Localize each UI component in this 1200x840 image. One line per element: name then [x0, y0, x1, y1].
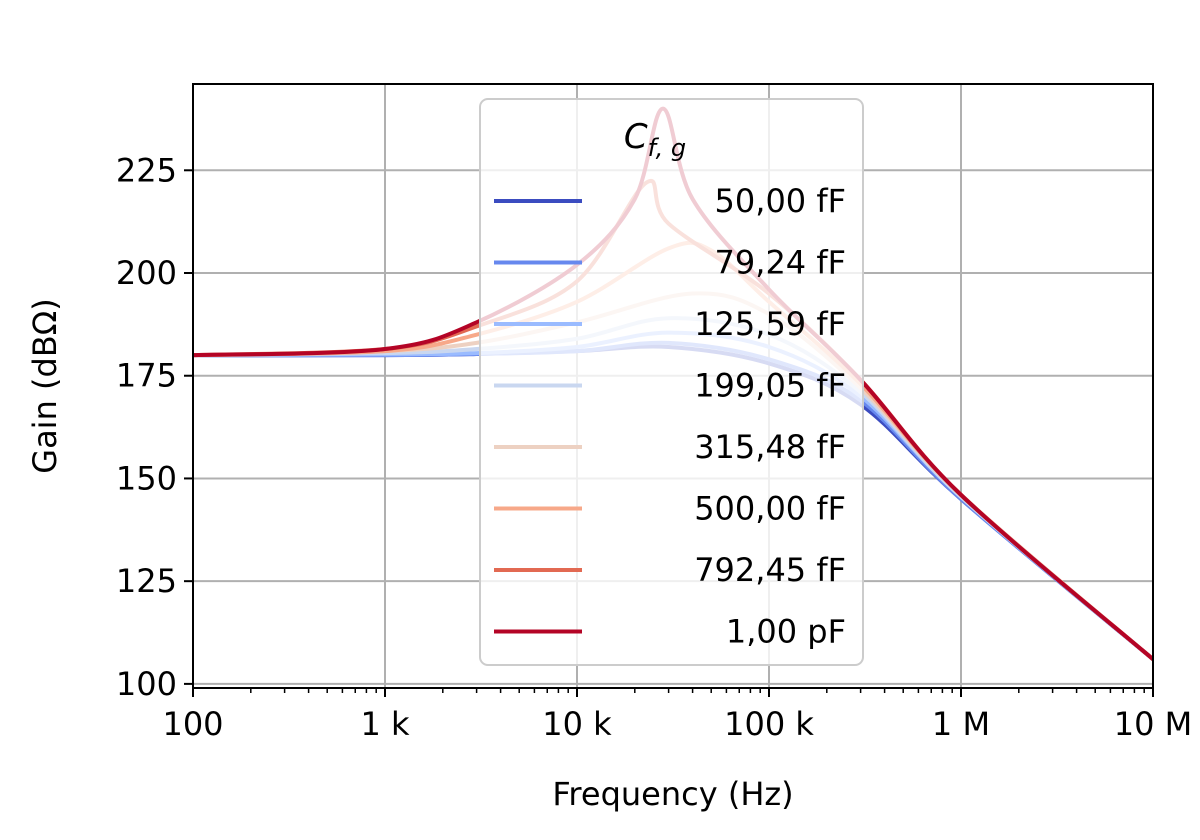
y-axis: 100 125 150 175 200 225 [116, 151, 193, 703]
y-axis-label: Gain (dBΩ) [26, 298, 64, 473]
y-tick-label: 175 [116, 357, 177, 395]
x-tick-label: 1 k [360, 705, 410, 743]
x-tick-label: 10 M [1114, 705, 1193, 743]
legend-frame [479, 98, 864, 666]
x-axis-label: Frequency (Hz) [552, 775, 793, 813]
legend-title: Cf, g [624, 117, 686, 162]
y-tick-label: 150 [116, 459, 177, 497]
legend-label: 792,45 fF [694, 551, 846, 589]
y-tick-label: 125 [116, 562, 177, 600]
x-axis: 100 1 k 10 k 100 k 1 M 10 M [162, 688, 1192, 743]
legend-label: 199,05 fF [694, 367, 846, 405]
x-tick-label: 100 [162, 705, 223, 743]
y-tick-label: 200 [116, 254, 177, 292]
plot-frame [192, 83, 1154, 689]
legend-label: 50,00 fF [715, 182, 846, 220]
x-tick-label: 10 k [542, 705, 612, 743]
legend: Cf, g 50,00 fF 79,24 fF 125,59 fF 199,05 fF… [479, 98, 864, 666]
x-tick-label: 1 M [932, 705, 990, 743]
legend-label: 1,00 pF [726, 613, 846, 651]
y-tick-label: 225 [116, 151, 177, 189]
y-tick-label: 100 [116, 665, 177, 703]
legend-label: 315,48 fF [694, 428, 846, 466]
legend-label: 79,24 fF [715, 244, 846, 282]
x-tick-label: 100 k [724, 705, 814, 743]
legend-label: 125,59 fF [694, 305, 846, 343]
legend-label: 500,00 fF [694, 490, 846, 528]
legend-items: 50,00 fF 79,24 fF 125,59 fF 199,05 fF 315,48… [494, 182, 846, 651]
